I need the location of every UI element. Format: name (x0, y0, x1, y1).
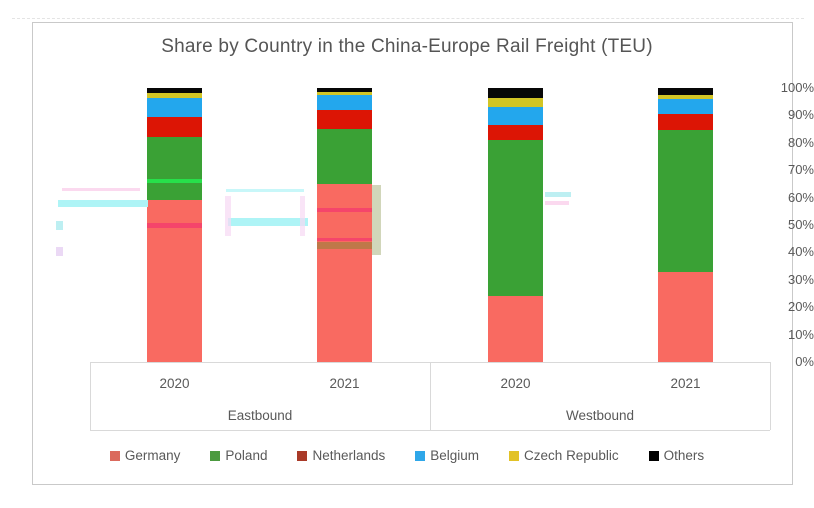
glitch-artifact (317, 242, 372, 249)
legend-item-poland: Poland (210, 448, 267, 463)
bar-segment-others (317, 88, 372, 93)
group-label-eastbound: Eastbound (227, 408, 293, 423)
legend-label: Poland (225, 448, 268, 463)
legend-item-others: Others (648, 448, 705, 463)
bar-segment-belgium (147, 97, 202, 117)
legend-swatch-icon (210, 450, 221, 461)
y-tick-label: 10% (787, 326, 814, 342)
bar-segment-poland (147, 137, 202, 201)
legend-swatch-icon (297, 450, 308, 461)
glitch-artifact (58, 200, 148, 207)
stacked-bar-eastbound-2021 (317, 88, 372, 362)
bar-segment-germany (658, 271, 713, 362)
glitch-artifact (372, 185, 381, 255)
glitch-artifact (56, 247, 63, 256)
y-tick-label: 40% (787, 244, 814, 260)
glitch-artifact (545, 192, 571, 197)
legend-item-czech-republic: Czech Republic (509, 448, 619, 463)
category-axis-right-line (770, 362, 771, 430)
bar-segment-netherlands (147, 116, 202, 138)
year-label: 2021 (670, 376, 701, 391)
y-tick-label: 30% (787, 271, 814, 287)
glitch-artifact (56, 221, 63, 230)
bar-segment-others (488, 88, 543, 98)
bar-segment-czech-republic (658, 94, 713, 99)
bar-segment-others (658, 88, 713, 95)
y-tick-label: 70% (787, 162, 814, 178)
bar-segment-germany (317, 183, 372, 362)
stacked-bar-eastbound-2020 (147, 88, 202, 362)
bar-segment-netherlands (488, 124, 543, 141)
legend-swatch-icon (648, 450, 659, 461)
y-tick-label: 80% (787, 134, 814, 150)
glitch-artifact (228, 218, 308, 226)
legend-label: Netherlands (312, 448, 386, 463)
glitch-artifact (147, 179, 202, 183)
bar-segment-germany (488, 296, 543, 362)
bar-segment-poland (488, 140, 543, 297)
bar-segment-poland (317, 129, 372, 184)
glitch-artifact (545, 201, 569, 205)
glitch-artifact (62, 188, 140, 191)
y-tick-label: 100% (780, 80, 814, 95)
bar-segment-belgium (317, 94, 372, 110)
legend-item-germany: Germany (109, 448, 181, 463)
y-tick-label: 50% (787, 217, 814, 232)
year-label: 2020 (500, 376, 531, 391)
category-axis-left-line (90, 362, 91, 430)
bar-segment-czech-republic (488, 97, 543, 108)
y-tick-label: 90% (787, 107, 814, 123)
chart-title: Share by Country in the China-Europe Rai… (161, 36, 653, 57)
legend-item-netherlands: Netherlands (297, 448, 385, 463)
chart-legend: Germany Poland Netherlands Belgium Czech Rep… (0, 448, 814, 463)
legend-label: Germany (124, 448, 181, 463)
bar-segment-netherlands (317, 109, 372, 130)
legend-label: Czech Republic (524, 448, 619, 463)
y-tick-label: 0% (795, 354, 814, 369)
bar-segment-belgium (658, 98, 713, 115)
category-axis-group-divider (430, 362, 431, 430)
legend-swatch-icon (509, 450, 520, 461)
category-axis-bottom-line (90, 430, 770, 431)
bar-segment-others (147, 88, 202, 94)
glitch-artifact (317, 238, 372, 241)
glitch-artifact (226, 189, 304, 192)
year-label: 2021 (329, 376, 360, 391)
stacked-bar-westbound-2021 (658, 88, 713, 362)
y-tick-label: 60% (787, 189, 814, 205)
bar-segment-czech-republic (147, 93, 202, 98)
stacked-bar-westbound-2020 (488, 88, 543, 362)
legend-label: Others (663, 448, 705, 463)
legend-swatch-icon (415, 450, 426, 461)
glitch-artifact (300, 196, 305, 236)
group-label-westbound: Westbound (565, 408, 635, 423)
legend-swatch-icon (109, 450, 120, 461)
glitch-artifact (225, 196, 231, 236)
legend-item-belgium: Belgium (415, 448, 479, 463)
bar-segment-netherlands (658, 114, 713, 131)
bar-segment-poland (658, 130, 713, 272)
glitch-artifact (317, 208, 372, 212)
year-label: 2020 (159, 376, 190, 391)
glitch-artifact (147, 223, 202, 228)
bar-segment-czech-republic (317, 92, 372, 95)
y-tick-label: 20% (787, 299, 814, 315)
legend-label: Belgium (430, 448, 480, 463)
bar-segment-belgium (488, 107, 543, 125)
top-dotted-artifact-line (12, 18, 804, 19)
